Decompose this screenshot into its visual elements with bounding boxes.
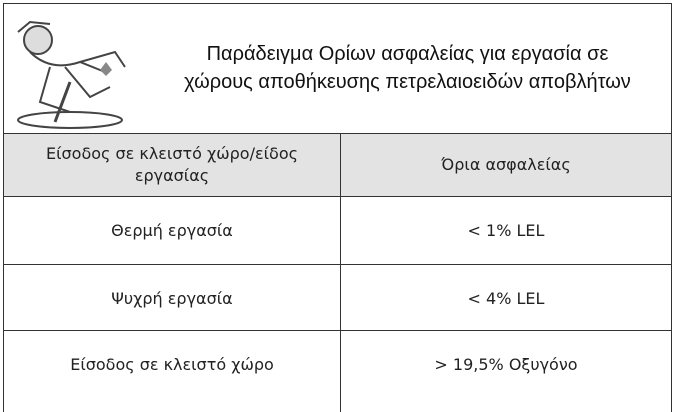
table-cell: Θερμή εργασία [4, 197, 340, 264]
page: Παράδειγμα Ορίων ασφαλείας για εργασία σ… [0, 0, 676, 412]
column-header: Είσοδος σε κλειστό χώρο/είδος εργασίας [4, 134, 340, 196]
title-line: Παράδειγμα Ορίων ασφαλείας για εργασία σ… [140, 40, 675, 68]
column-header: Όρια ασφαλείας [341, 134, 671, 196]
table-cell: < 4% LEL [341, 265, 671, 332]
border [3, 3, 672, 4]
table-cell: Ψυχρή εργασία [4, 265, 340, 332]
title: Παράδειγμα Ορίων ασφαλείας για εργασία σ… [140, 40, 675, 96]
table-cell: Είσοδος σε κλειστό χώρο [4, 331, 340, 398]
title-line: χώρους αποθήκευσης πετρελαιοειδών αποβλή… [140, 68, 675, 96]
table-cell: < 1% LEL [341, 197, 671, 264]
worker-illustration [10, 12, 132, 130]
table-cell: > 19,5% Οξυγόνο [341, 331, 671, 398]
